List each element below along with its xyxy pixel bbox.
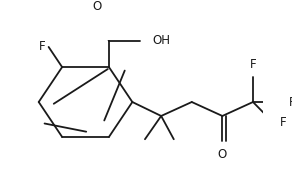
Text: F: F	[39, 40, 46, 53]
Text: F: F	[280, 116, 287, 129]
Text: O: O	[218, 148, 227, 161]
Text: F: F	[289, 96, 292, 109]
Text: O: O	[93, 0, 102, 13]
Text: F: F	[250, 58, 256, 71]
Text: OH: OH	[152, 34, 170, 47]
